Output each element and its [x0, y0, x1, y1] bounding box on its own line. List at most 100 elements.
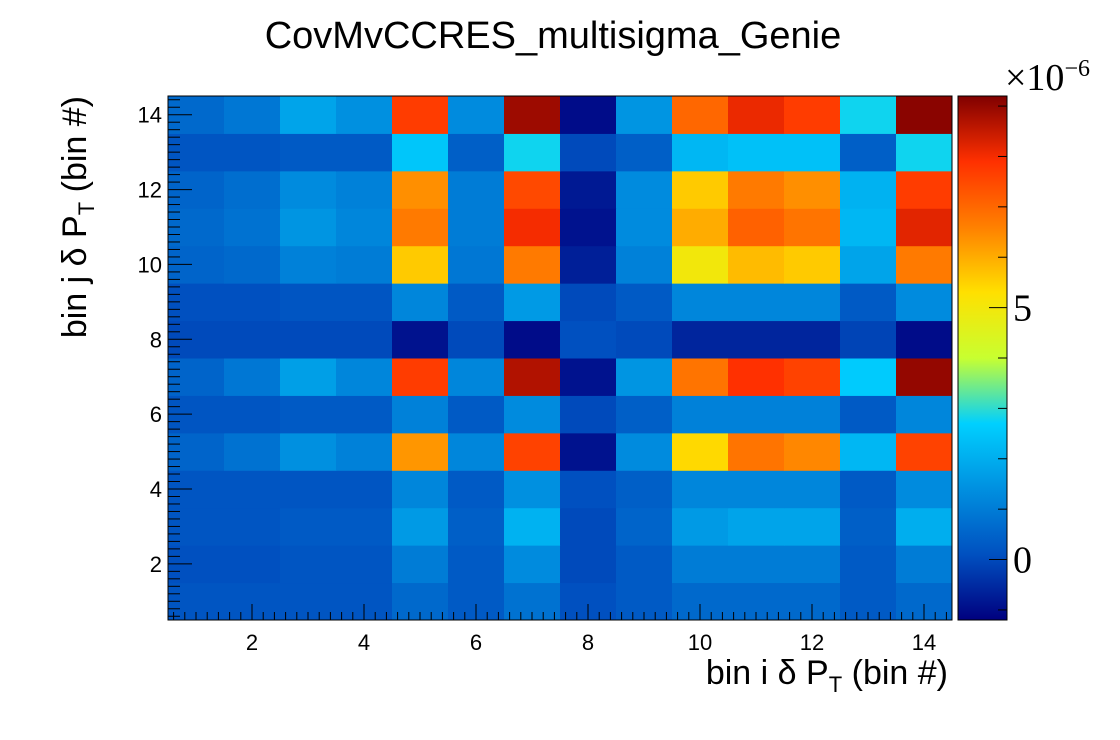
heatmap-cell — [672, 283, 729, 322]
heatmap-cell — [728, 358, 785, 396]
heatmap-cell — [448, 283, 505, 322]
heatmap-cell — [784, 545, 841, 584]
heatmap-cell — [392, 245, 449, 284]
heatmap-cell — [672, 358, 729, 396]
heatmap-cell — [560, 320, 617, 359]
heatmap-cell — [336, 470, 393, 509]
heatmap-cell — [336, 170, 393, 209]
heatmap-cell — [392, 470, 449, 509]
x-axis-label-sub: T — [829, 672, 842, 697]
heatmap-cell — [896, 507, 953, 546]
heatmap-cell — [336, 358, 393, 396]
heatmap-cell — [560, 545, 617, 584]
heatmap-cell — [224, 96, 281, 134]
heatmap-cell — [728, 208, 785, 247]
heatmap-cell — [672, 320, 729, 359]
y-axis-label-main: bin j δ P — [56, 215, 94, 338]
heatmap-cell — [504, 507, 561, 546]
color-scale-multiplier-exp: −6 — [1064, 56, 1090, 82]
heatmap-cell — [784, 208, 841, 247]
heatmap-cell — [504, 170, 561, 209]
heatmap-cell — [672, 245, 729, 284]
heatmap-cell — [392, 320, 449, 359]
heatmap-cell — [224, 395, 281, 434]
heatmap-cell — [840, 320, 897, 359]
heatmap-cell — [336, 283, 393, 322]
x-tick-label: 2 — [246, 630, 258, 655]
heatmap-cell — [504, 283, 561, 322]
x-axis-ticks: 2 4 6 8 10 12 14 — [173, 604, 947, 655]
y-tick-label: 12 — [138, 178, 162, 203]
heatmap-cell — [896, 545, 953, 584]
heatmap-cell — [280, 358, 337, 396]
color-scale-multiplier-base: ×10 — [1005, 57, 1064, 99]
heatmap-cell — [672, 208, 729, 247]
heatmap-cell — [392, 283, 449, 322]
heatmap-cell — [784, 283, 841, 322]
heatmap-cell — [840, 507, 897, 546]
heatmap-cell — [896, 470, 953, 509]
heatmap-cell — [224, 507, 281, 546]
heatmap-cell — [840, 208, 897, 247]
heatmap-cell — [616, 432, 673, 471]
heatmap-cell — [728, 245, 785, 284]
heatmap-cell — [840, 545, 897, 584]
x-axis-label: bin i δ PT (bin #) — [706, 654, 948, 697]
heatmap-cell — [336, 395, 393, 434]
heatmap-cell — [896, 133, 953, 172]
heatmap-cell — [840, 170, 897, 209]
heatmap-cell — [280, 283, 337, 322]
heatmap-cell — [392, 208, 449, 247]
heatmap-cell — [840, 395, 897, 434]
x-axis-label-tail: (bin #) — [842, 654, 948, 692]
heatmap-cell — [224, 432, 281, 471]
x-tick-label: 4 — [358, 630, 370, 655]
heatmap-cell — [896, 208, 953, 247]
heatmap-cell — [784, 507, 841, 546]
x-tick-label: 10 — [688, 630, 712, 655]
heatmap-cells — [168, 96, 953, 621]
heatmap-cell — [616, 96, 673, 134]
heatmap-cell — [392, 133, 449, 172]
heatmap-cell — [224, 545, 281, 584]
x-axis-label-main: bin i δ P — [706, 654, 829, 692]
heatmap-cell — [840, 283, 897, 322]
heatmap-cell — [504, 320, 561, 359]
heatmap-cell — [840, 96, 897, 134]
heatmap-cell — [336, 320, 393, 359]
heatmap-cell — [224, 283, 281, 322]
y-axis-ticks: 2 4 6 8 10 12 14 — [138, 99, 192, 617]
heatmap-cell — [616, 283, 673, 322]
heatmap-cell — [616, 320, 673, 359]
heatmap-cell — [560, 208, 617, 247]
heatmap-cell — [280, 96, 337, 134]
heatmap-cell — [336, 208, 393, 247]
heatmap-cell — [280, 133, 337, 172]
heatmap-cell — [336, 133, 393, 172]
heatmap-cell — [728, 170, 785, 209]
chart-title: CovMvCCRES_multisigma_Genie — [265, 15, 842, 57]
heatmap-cell — [728, 545, 785, 584]
heatmap-cell — [448, 358, 505, 396]
heatmap-cell — [616, 470, 673, 509]
heatmap-cell — [784, 96, 841, 134]
y-tick-label: 4 — [150, 477, 162, 502]
heatmap-cell — [504, 545, 561, 584]
heatmap-cell — [448, 432, 505, 471]
heatmap-cell — [280, 432, 337, 471]
y-tick-label: 14 — [138, 103, 162, 128]
heatmap-cell — [560, 170, 617, 209]
heatmap-cell — [224, 245, 281, 284]
y-tick-label: 6 — [150, 402, 162, 427]
heatmap-cell — [728, 133, 785, 172]
heatmap-cell — [392, 507, 449, 546]
heatmap-cell — [448, 395, 505, 434]
heatmap-cell — [896, 320, 953, 359]
heatmap-cell — [392, 432, 449, 471]
heatmap-cell — [560, 432, 617, 471]
heatmap-cell — [504, 208, 561, 247]
heatmap-cell — [840, 245, 897, 284]
heatmap-cell — [448, 545, 505, 584]
heatmap-cell — [504, 133, 561, 172]
heatmap-cell — [840, 358, 897, 396]
